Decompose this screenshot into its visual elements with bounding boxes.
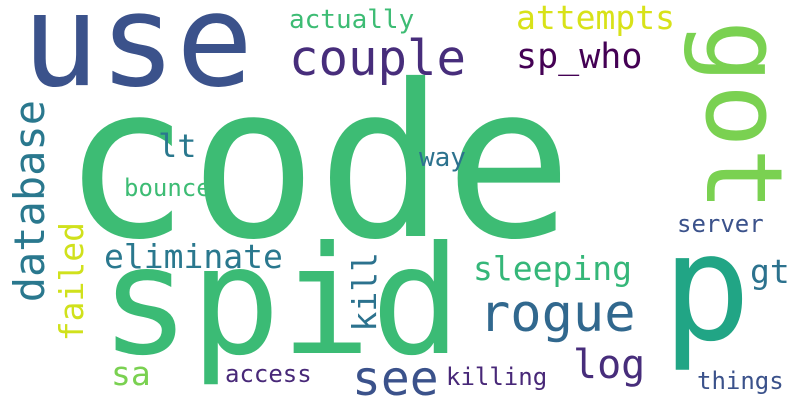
word-use: use: [22, 0, 254, 116]
word-see: see: [352, 351, 439, 400]
word-actually: actually: [289, 5, 415, 35]
word-eliminate: eliminate: [104, 237, 283, 276]
word-things: things: [697, 367, 784, 395]
word-couple: couple: [289, 30, 467, 87]
word-access: access: [225, 360, 312, 388]
word-attempts: attempts: [516, 0, 675, 37]
word-rogue: rogue: [479, 284, 636, 344]
word-log: log: [573, 342, 646, 388]
word-sa: sa: [111, 354, 151, 393]
word-gt: gt: [750, 252, 790, 291]
word-p: p: [662, 202, 752, 374]
word-kill: kill: [345, 252, 384, 332]
word-database: database: [5, 100, 54, 303]
word-way: way: [419, 143, 466, 173]
word-failed: failed: [52, 222, 91, 342]
word-bounce: bounce: [124, 174, 211, 202]
word-server: server: [677, 210, 764, 238]
word-code: code: [62, 39, 573, 286]
word-killing: killing: [446, 363, 548, 391]
word-lt: lt: [158, 127, 197, 165]
word-sp-who: sp_who: [516, 37, 643, 77]
word-got: got: [682, 20, 800, 212]
word-spid: spid: [100, 215, 462, 389]
word-sleeping: sleeping: [473, 249, 632, 288]
